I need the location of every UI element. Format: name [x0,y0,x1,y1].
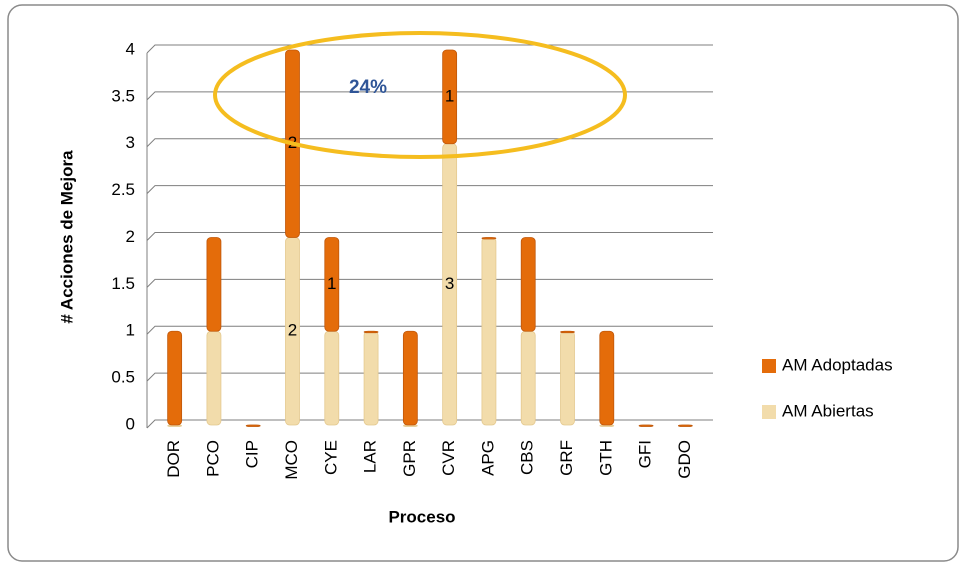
y-tick-label: 1.5 [111,274,135,293]
x-tick-label: DOR [164,440,183,478]
bar [206,330,222,426]
bar [363,330,379,426]
bar [324,237,340,332]
data-label: 1 [445,86,454,105]
y-tick-label: 2.5 [111,180,135,199]
bar [520,237,536,332]
x-tick-label: CBS [518,440,537,475]
x-tick-label: PCO [203,440,222,477]
data-label: 1 [327,274,336,293]
bar [206,237,222,332]
bar [324,330,340,426]
annotation: 24% [349,77,387,98]
bar [638,424,654,427]
bar [560,330,575,426]
y-tick-label: 4 [126,39,135,58]
legend-swatch [762,405,776,419]
y-tick-label: 2 [126,227,135,246]
bar [560,330,575,334]
legend-label: AM Abiertas [782,401,874,420]
data-label: 3 [445,274,454,293]
x-tick-label: APG [478,440,497,476]
bar [442,49,458,145]
grid-line [146,44,713,54]
grid-line [146,185,713,194]
x-axis-title: Proceso [388,507,455,526]
legend-swatch [762,359,776,373]
y-tick-label: 3 [126,133,135,152]
y-tick-label: 3.5 [111,86,135,105]
x-tick-label: GTH [596,440,615,476]
highlight-ellipse [213,31,627,159]
x-tick-label: GFI [636,440,655,468]
bar [167,330,183,426]
y-tick-label: 0.5 [111,368,135,387]
bar [363,330,379,334]
bar [677,424,693,427]
bar [481,237,497,426]
x-tick-label: MCO [282,440,301,480]
bar [245,424,261,427]
y-tick-label: 1 [126,321,135,340]
legend-label: AM Adoptadas [782,355,893,374]
y-axis-title: # Acciones de Mejora [57,150,76,324]
x-tick-label: CYE [321,440,340,475]
grid-line [146,138,713,148]
x-tick-label: CVR [439,440,458,476]
data-label: 2 [288,321,297,340]
x-tick-label: GDO [675,440,694,479]
grid-line [146,232,713,241]
bar [520,330,536,426]
bar [481,237,497,240]
x-tick-label: LAR [361,440,380,473]
bar [599,330,615,426]
x-tick-label: GPR [400,440,419,477]
grid-line [146,91,713,101]
x-tick-label: GRF [557,440,576,476]
bar [402,330,418,426]
y-tick-label: 0 [126,414,135,433]
x-tick-label: CIP [243,440,262,468]
